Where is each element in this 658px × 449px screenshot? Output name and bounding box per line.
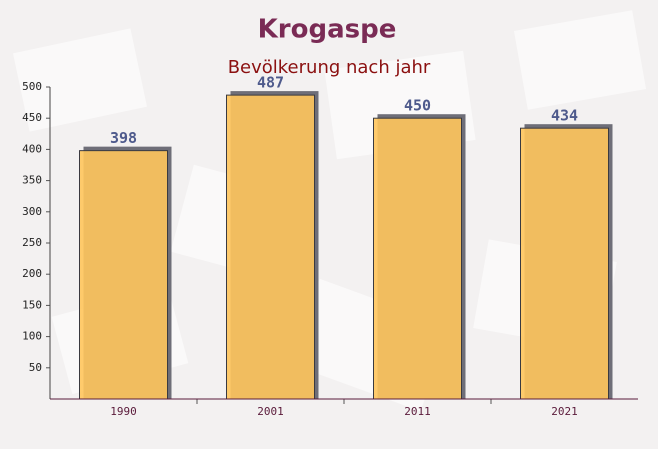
y-tick-label: 250 (22, 236, 42, 249)
chart-subtitle: Bevölkerung nach jahr (228, 57, 431, 78)
data-label: 487 (257, 74, 284, 92)
x-tick-label: 2011 (404, 405, 431, 418)
y-tick-label: 350 (22, 174, 42, 187)
y-tick-label: 150 (22, 298, 42, 311)
bar (520, 127, 609, 400)
data-label: 398 (110, 129, 137, 147)
y-tick-label: 450 (22, 111, 42, 124)
bar (226, 94, 315, 400)
y-tick-label: 100 (22, 330, 42, 343)
x-tick-label: 1990 (110, 405, 137, 418)
y-tick-label: 50 (29, 361, 42, 374)
chart-title: Krogaspe (258, 15, 397, 45)
y-tick-label: 200 (22, 267, 42, 280)
y-tick-label: 500 (22, 80, 42, 93)
data-label: 450 (404, 97, 431, 115)
y-tick-label: 300 (22, 205, 42, 218)
x-tick-label: 2021 (551, 405, 578, 418)
bar (79, 150, 168, 400)
x-tick-label: 2001 (257, 405, 284, 418)
bar (373, 117, 462, 400)
y-tick-label: 400 (22, 142, 42, 155)
data-label: 434 (551, 107, 578, 125)
